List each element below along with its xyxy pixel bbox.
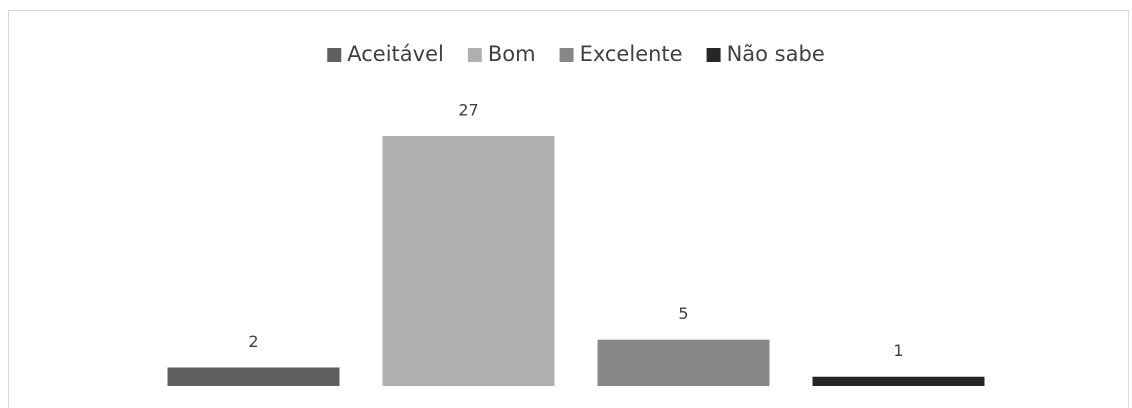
legend-swatch — [559, 48, 574, 62]
bar — [167, 367, 340, 386]
bar — [382, 136, 555, 386]
data-label: 2 — [248, 332, 258, 351]
legend: Aceitável Bom Excelente Não sabe — [327, 42, 825, 66]
data-label: 5 — [678, 304, 688, 323]
legend-swatch — [706, 48, 721, 62]
bar — [812, 376, 985, 386]
data-label: 1 — [893, 341, 903, 360]
legend-label: Excelente — [580, 42, 683, 66]
legend-label: Aceitável — [347, 42, 444, 66]
legend-swatch — [467, 48, 482, 62]
legend-label: Bom — [488, 42, 536, 66]
legend-swatch — [327, 48, 342, 62]
chart-border — [8, 10, 1129, 408]
legend-label: Não sabe — [727, 42, 825, 66]
data-label: 27 — [458, 101, 478, 120]
bar — [597, 339, 770, 386]
